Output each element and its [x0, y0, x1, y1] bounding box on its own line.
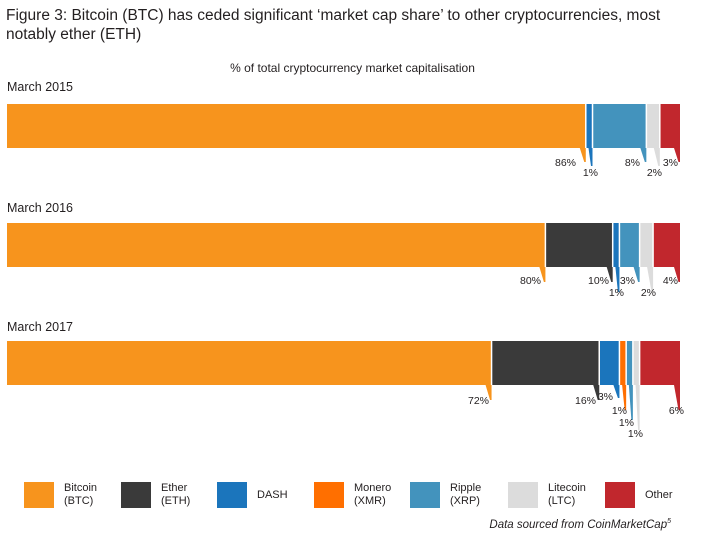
bar-segment — [646, 104, 660, 148]
legend-swatch — [24, 482, 54, 508]
legend-item: Monero (XMR) — [314, 478, 391, 512]
legend-label: Monero (XMR) — [354, 482, 392, 507]
data-label: 80% — [520, 275, 541, 287]
legend-item: Ether (ETH) — [121, 478, 190, 512]
segment-tail — [674, 267, 680, 282]
legend-swatch — [410, 482, 440, 508]
legend-item: Litecoin (LTC) — [508, 478, 586, 512]
data-source-text: Data sourced from CoinMarketCap — [489, 518, 668, 531]
segment-tail — [613, 385, 620, 398]
data-label: 3% — [663, 157, 678, 169]
data-label: 3% — [598, 391, 613, 403]
bar-segment — [619, 341, 627, 385]
bar-segment — [545, 223, 613, 267]
segment-tail — [485, 385, 492, 400]
segment-tail — [653, 148, 660, 166]
legend-swatch — [314, 482, 344, 508]
data-source-note: Data sourced from CoinMarketCap5 — [489, 518, 671, 531]
data-label: 2% — [647, 167, 662, 179]
bar-segment — [585, 104, 593, 148]
category-label: March 2016 — [7, 201, 73, 215]
data-label: 10% — [588, 275, 609, 287]
segment-tail — [579, 148, 586, 162]
data-label: 86% — [555, 157, 576, 169]
category-label: March 2015 — [7, 80, 73, 94]
legend-label: DASH — [257, 488, 288, 501]
chart-legend: Bitcoin (BTC) Ether (ETH) DASH Monero (XMR)… — [0, 478, 705, 512]
chart-title: Figure 3: Bitcoin (BTC) has ceded signif… — [6, 7, 661, 43]
segment-tail — [615, 267, 620, 292]
legend-label: Ripple (XRP) — [450, 482, 482, 507]
bar-segment — [7, 223, 546, 267]
data-label: 1% — [612, 405, 627, 417]
legend-item: DASH — [217, 478, 288, 512]
data-label: 8% — [625, 157, 640, 169]
legend-swatch — [121, 482, 151, 508]
data-label: 3% — [620, 275, 635, 287]
segment-tail — [633, 267, 640, 282]
data-label: 2% — [641, 287, 656, 299]
segment-tail — [593, 385, 600, 400]
data-label: 1% — [619, 417, 634, 429]
bar-segment — [612, 223, 620, 267]
bar-segment — [619, 223, 640, 267]
bar-segment — [626, 341, 633, 385]
segment-tail — [606, 267, 613, 282]
data-label: 1% — [609, 287, 624, 299]
legend-label: Bitcoin (BTC) — [64, 482, 98, 507]
bar-segment — [7, 104, 586, 148]
data-label: 72% — [468, 395, 489, 407]
legend-item: Bitcoin (BTC) — [24, 478, 97, 512]
legend-swatch — [217, 482, 247, 508]
legend-swatch — [508, 482, 538, 508]
data-label: 1% — [583, 167, 598, 179]
bar-segment — [7, 341, 492, 385]
segment-tail — [539, 267, 546, 282]
bar-segment — [659, 104, 680, 148]
segment-tail — [647, 267, 654, 292]
legend-label: Litecoin (LTC) — [548, 482, 586, 507]
category-label: March 2017 — [7, 320, 73, 334]
bar-segment — [653, 223, 680, 267]
data-label: 4% — [663, 275, 678, 287]
data-label: 6% — [669, 405, 684, 417]
chart-subtitle: % of total cryptocurrency market capital… — [230, 61, 475, 75]
segment-tail — [622, 385, 627, 410]
bar-segment — [491, 341, 600, 385]
legend-label: Other — [645, 488, 673, 501]
segment-tail — [628, 385, 633, 420]
legend-label: Ether (ETH) — [161, 482, 191, 507]
bar-segment — [639, 223, 654, 267]
segment-tail — [674, 385, 680, 410]
segment-tail — [588, 148, 593, 166]
segment-tail — [640, 148, 647, 162]
legend-item: Other — [605, 478, 673, 512]
bar-segment — [639, 341, 680, 385]
legend-swatch — [605, 482, 635, 508]
bar-segment — [632, 341, 640, 385]
data-label: 16% — [575, 395, 596, 407]
data-label: 1% — [628, 428, 643, 440]
legend-item: Ripple (XRP) — [410, 478, 481, 512]
bar-segment — [592, 104, 647, 148]
data-source-footnote: 5 — [667, 518, 671, 525]
bar-segment — [599, 341, 620, 385]
segment-tail — [674, 148, 680, 162]
segment-tail — [635, 385, 640, 430]
